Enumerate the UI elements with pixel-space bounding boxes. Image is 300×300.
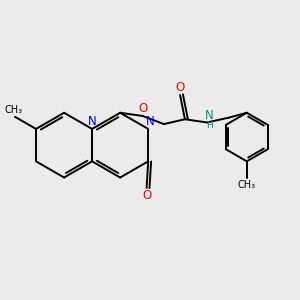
Text: N: N [146, 115, 154, 128]
Text: H: H [206, 121, 213, 130]
Text: CH₃: CH₃ [238, 180, 256, 190]
Text: O: O [138, 102, 148, 116]
Text: O: O [142, 188, 151, 202]
Text: N: N [88, 115, 97, 128]
Text: O: O [176, 81, 185, 94]
Text: CH₃: CH₃ [4, 105, 22, 115]
Text: N: N [205, 109, 214, 122]
